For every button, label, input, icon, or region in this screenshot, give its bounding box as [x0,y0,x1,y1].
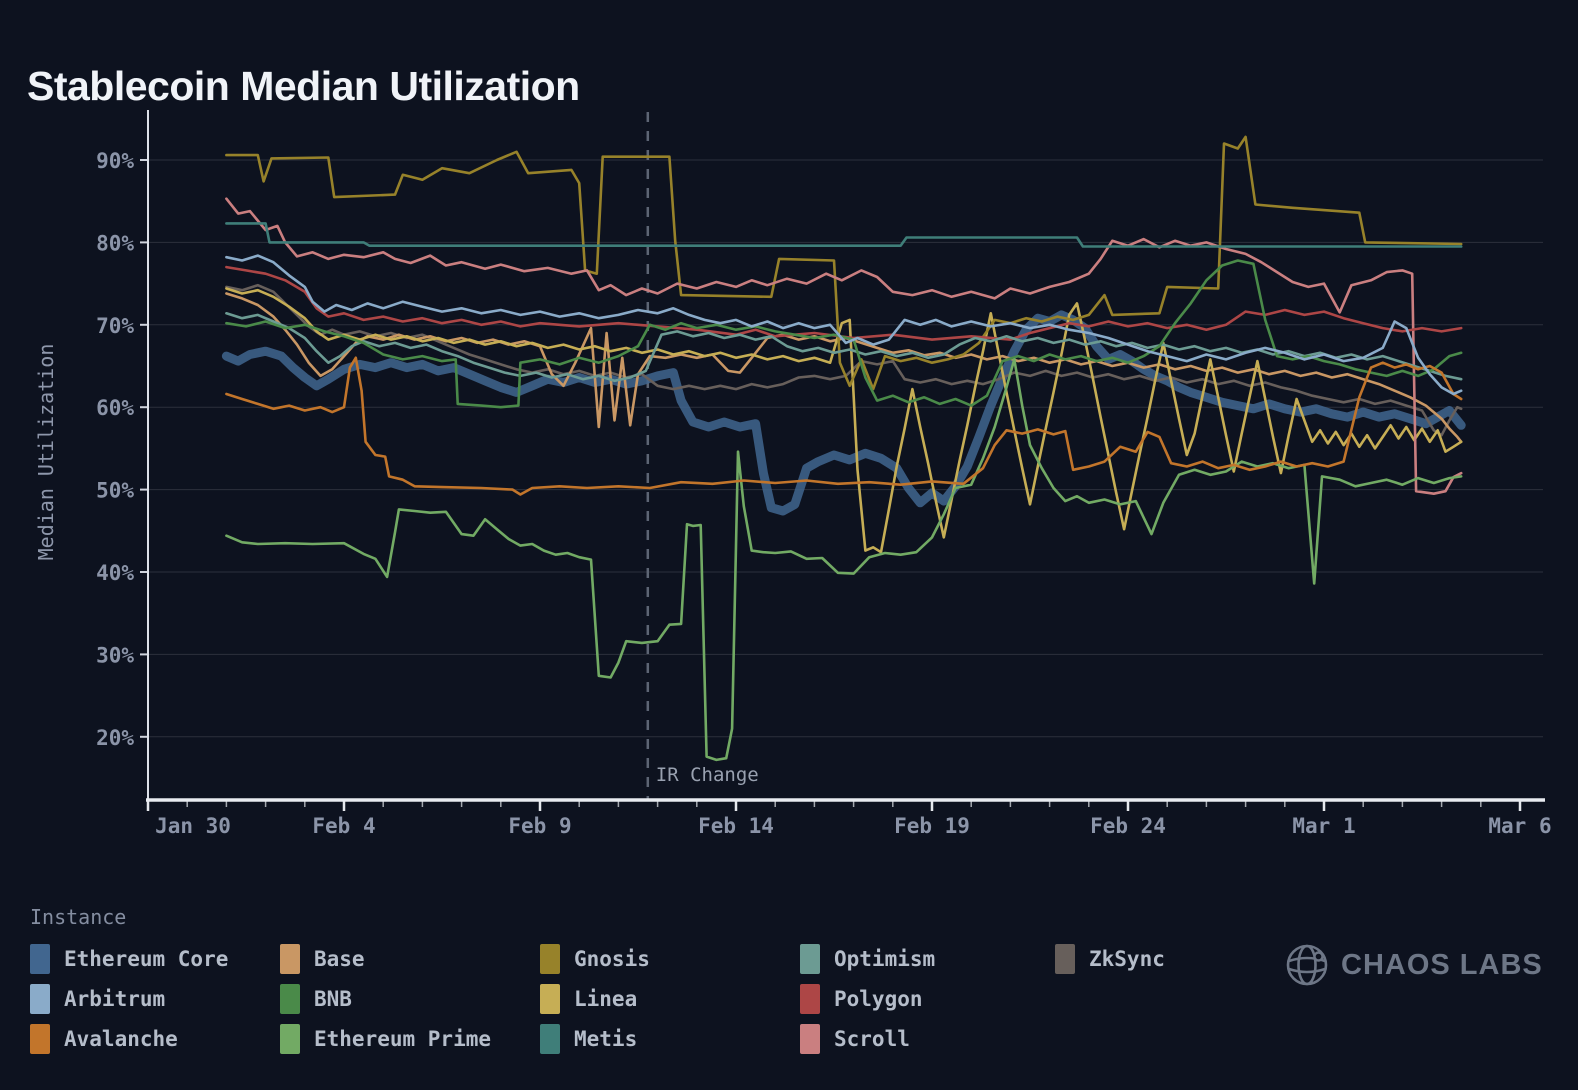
chaos-labs-icon [1286,944,1328,986]
x-tick-label: Mar 1 [1292,814,1355,838]
legend-swatch [800,944,820,974]
legend-swatch [30,1024,50,1054]
legend-label: Scroll [834,1027,910,1051]
legend-item-gnosis[interactable]: Gnosis [540,944,650,974]
legend-label: Gnosis [574,947,650,971]
legend-swatch [1055,944,1075,974]
x-tick-label: Mar 6 [1488,814,1551,838]
legend-swatch [540,944,560,974]
x-tick-label: Feb 9 [508,814,571,838]
y-tick-label: 80% [96,231,134,255]
series-line-ethereum-core [221,310,1466,516]
legend-item-ethereum-core[interactable]: Ethereum Core [30,944,228,974]
legend-item-metis[interactable]: Metis [540,1024,637,1054]
legend-item-zksync[interactable]: ZkSync [1055,944,1165,974]
legend-label: ZkSync [1089,947,1165,971]
legend-label: Arbitrum [64,987,166,1011]
legend-item-base[interactable]: Base [280,944,365,974]
series-line-ethereum-prime [225,358,1463,762]
legend-label: Ethereum Core [64,947,229,971]
legend-item-avalanche[interactable]: Avalanche [30,1024,178,1054]
legend-label: BNB [314,987,352,1011]
y-tick-label: 50% [96,479,134,503]
legend-label: Ethereum Prime [314,1027,492,1051]
series-line-zksync [225,283,1463,437]
series-line-avalanche [225,356,1463,496]
legend-item-ethereum-prime[interactable]: Ethereum Prime [280,1024,491,1054]
chaos-labs-logo: CHAOS LABS [1283,941,1543,989]
series-line-metis [225,222,1463,248]
legend-item-polygon[interactable]: Polygon [800,984,923,1014]
x-tick-label: Feb 14 [698,814,774,838]
legend-swatch [280,944,300,974]
series-line-bnb [225,259,1463,409]
ir-change-label: IR Change [656,764,759,786]
legend-item-arbitrum[interactable]: Arbitrum [30,984,165,1014]
legend-label: Base [314,947,365,971]
legend-label: Linea [574,987,638,1011]
legend-swatch [800,1024,820,1054]
series-line-linea [225,287,1463,554]
legend-swatch [30,984,50,1014]
y-tick-label: 90% [96,149,134,173]
series-line-polygon [225,265,1463,341]
legend-swatch [540,984,560,1014]
y-tick-label: 60% [96,396,134,420]
x-tick-label: Feb 4 [312,814,375,838]
legend-label: Metis [574,1027,638,1051]
legend-item-scroll[interactable]: Scroll [800,1024,910,1054]
legend-swatch [280,1024,300,1054]
chaos-labs-wordmark: CHAOS LABS [1341,948,1543,981]
page-title: Stablecoin Median Utilization [27,63,580,110]
legend-item-linea[interactable]: Linea [540,984,637,1014]
legend-swatch [280,984,300,1014]
y-tick-label: 40% [96,561,134,585]
legend-item-optimism[interactable]: Optimism [800,944,935,974]
legend-swatch [30,944,50,974]
legend-item-bnb[interactable]: BNB [280,984,352,1014]
y-tick-label: 20% [96,726,134,750]
series-line-arbitrum [225,254,1463,396]
y-tick-label: 70% [96,314,134,338]
x-tick-label: Feb 24 [1090,814,1166,838]
legend-label: Optimism [834,947,936,971]
legend-swatch [540,1024,560,1054]
legend-title: Instance [30,905,127,929]
y-tick-label: 30% [96,643,134,667]
series-line-scroll [225,197,1463,496]
utilization-chart: 90% 80% 70% 60% 50% 40% 30% 20% Jan 30 Feb 4 Feb 9… [96,110,1552,838]
series-line-gnosis [225,135,1463,391]
legend-label: Polygon [834,987,923,1011]
x-tick-label: Feb 19 [894,814,970,838]
legend-swatch [800,984,820,1014]
legend-label: Avalanche [64,1027,178,1051]
x-tick-label: Jan 30 [155,814,231,838]
